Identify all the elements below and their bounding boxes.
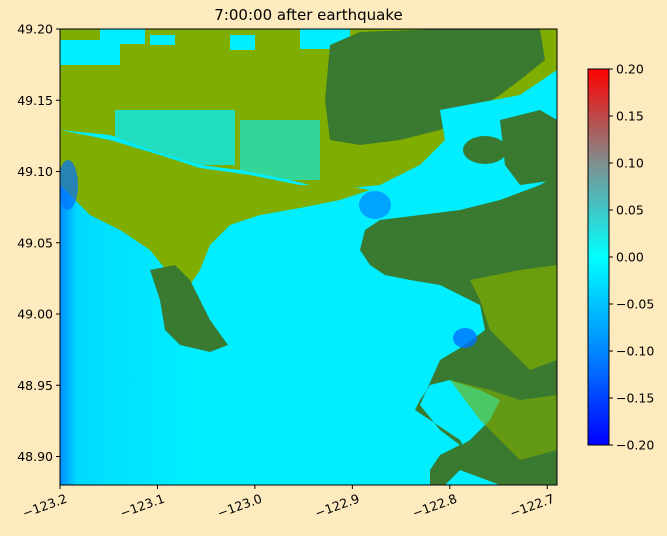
colorbar-tick-label: 0.05 bbox=[616, 203, 644, 218]
y-tick-label: 48.90 bbox=[17, 449, 53, 464]
x-tick-label: −122.7 bbox=[508, 491, 557, 521]
colorbar-tick-label: −0.15 bbox=[616, 391, 654, 406]
x-tick-label: −123.2 bbox=[20, 491, 69, 521]
heatmap-image bbox=[60, 29, 557, 485]
colorbar-tick-label: 0.20 bbox=[616, 62, 644, 77]
y-tick-label: 49.10 bbox=[17, 164, 53, 179]
y-axis: 48.90 48.95 49.00 49.05 49.10 49.15 49.20 bbox=[17, 22, 60, 464]
chart-title: 7:00:00 after earthquake bbox=[214, 6, 403, 24]
y-tick-label: 49.15 bbox=[17, 93, 53, 108]
colorbar-axis: −0.20 −0.15 −0.10 −0.05 0.00 0.05 0.10 0.15 0.20 bbox=[609, 62, 654, 453]
x-tick-label: −122.9 bbox=[313, 491, 362, 521]
colorbar-tick-label: 0.00 bbox=[616, 250, 644, 265]
x-axis: −123.2 −123.1 −123.0 −122.9 −122.8 −122.7 bbox=[20, 485, 556, 521]
colorbar-tick-label: −0.10 bbox=[616, 344, 654, 359]
plot-frame bbox=[59, 28, 558, 486]
y-tick-label: 49.05 bbox=[17, 235, 53, 250]
y-tick-label: 48.95 bbox=[17, 378, 53, 393]
y-tick-label: 49.00 bbox=[17, 307, 53, 322]
colorbar-tick-label: −0.05 bbox=[616, 297, 654, 312]
x-tick-label: −123.1 bbox=[118, 491, 167, 521]
x-tick-label: −122.8 bbox=[410, 491, 459, 521]
y-tick-label: 49.20 bbox=[17, 22, 53, 37]
colorbar-tick-label: 0.10 bbox=[616, 156, 644, 171]
colorbar bbox=[587, 68, 610, 446]
colorbar-tick-label: −0.20 bbox=[616, 438, 654, 453]
x-tick-label: −123.0 bbox=[215, 491, 264, 521]
colorbar-tick-label: 0.15 bbox=[616, 109, 644, 124]
